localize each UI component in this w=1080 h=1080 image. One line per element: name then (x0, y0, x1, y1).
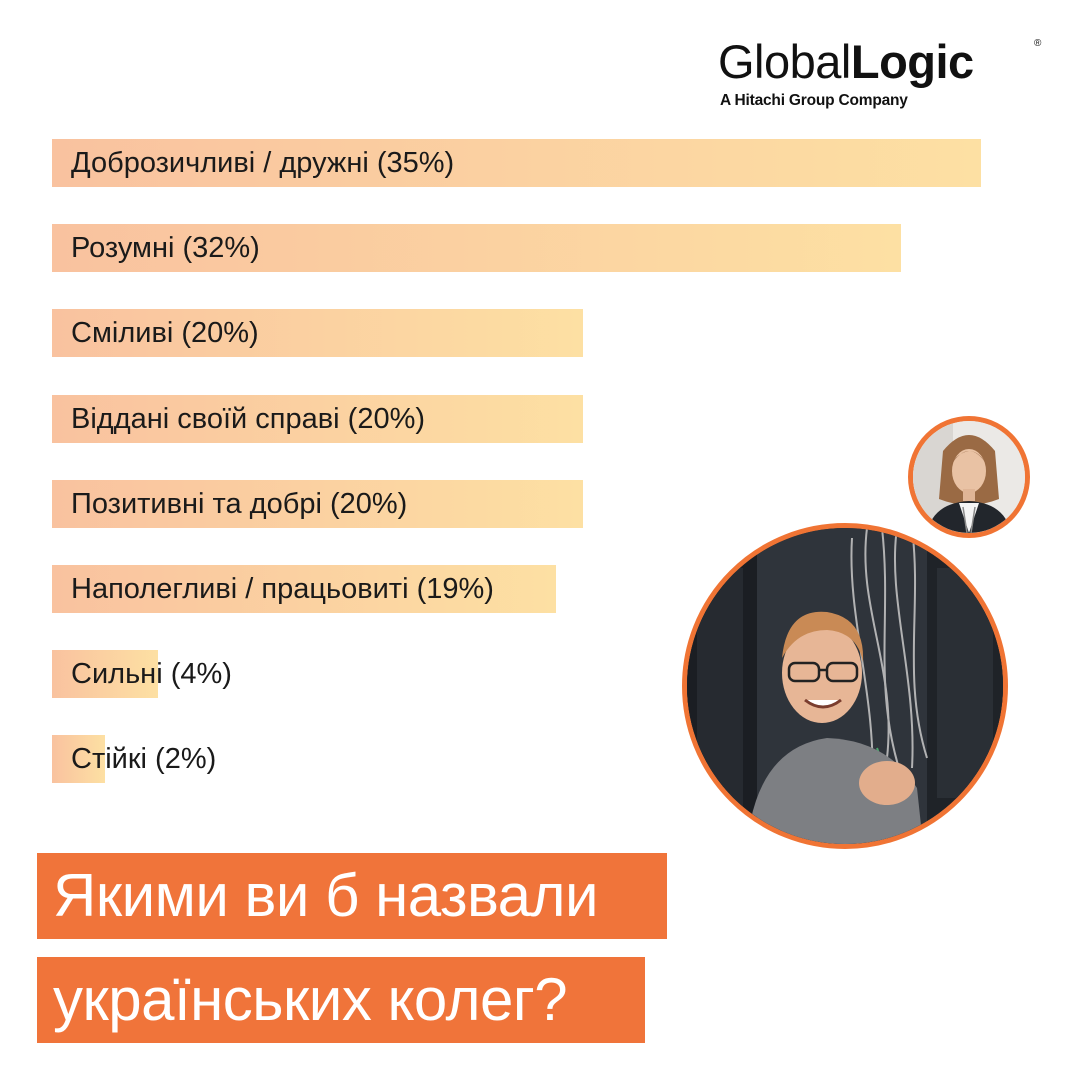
bar-label: Сильні (4%) (71, 658, 232, 690)
bar-label: Віддані своїй справі (20%) (71, 403, 426, 435)
bar (52, 480, 583, 528)
bar-row: Позитивні та добрі (20%) (52, 480, 981, 528)
bar (52, 224, 901, 272)
bar-row: Стійкі (2%) (52, 735, 981, 783)
bar (52, 565, 556, 613)
man-in-server-room-photo (682, 523, 1008, 849)
headline-line-2: українських колег? (37, 957, 645, 1043)
woman-portrait-photo (908, 416, 1030, 538)
bar (52, 735, 105, 783)
bar-row: Сміливі (20%) (52, 309, 981, 357)
bar-row: Розумні (32%) (52, 224, 981, 272)
bar-label: Доброзичливі / дружні (35%) (71, 147, 455, 179)
bar-label: Стійкі (2%) (71, 743, 217, 775)
logo-tagline: A Hitachi Group Company (720, 92, 908, 109)
bar (52, 139, 981, 187)
bar-row: Віддані своїй справі (20%) (52, 395, 981, 443)
bar-label: Розумні (32%) (71, 232, 260, 264)
bar-row: Наполегливі / працьовиті (19%) (52, 565, 981, 613)
bar-row: Сильні (4%) (52, 650, 981, 698)
bar-row: Доброзичливі / дружні (35%) (52, 139, 981, 187)
headline-line-1: Якими ви б назвали (37, 853, 667, 939)
bar-label: Сміливі (20%) (71, 317, 259, 349)
logo-word-global: Global (718, 35, 851, 88)
server-room-image (687, 528, 1003, 844)
woman-portrait-image (913, 421, 1025, 533)
bar (52, 309, 583, 357)
bar (52, 395, 583, 443)
registered-mark: ® (1034, 38, 1042, 49)
bar-label: Позитивні та добрі (20%) (71, 488, 408, 520)
bar-chart: Доброзичливі / дружні (35%) Розумні (32%)… (52, 139, 981, 783)
bar (52, 650, 158, 698)
logo-word-logic: Logic (850, 35, 974, 88)
bar-label: Наполегливі / працьовиті (19%) (71, 573, 494, 605)
logo-wordmark: GlobalLogic (718, 34, 974, 90)
globallogic-logo: GlobalLogic ® A Hitachi Group Company (718, 34, 1048, 114)
